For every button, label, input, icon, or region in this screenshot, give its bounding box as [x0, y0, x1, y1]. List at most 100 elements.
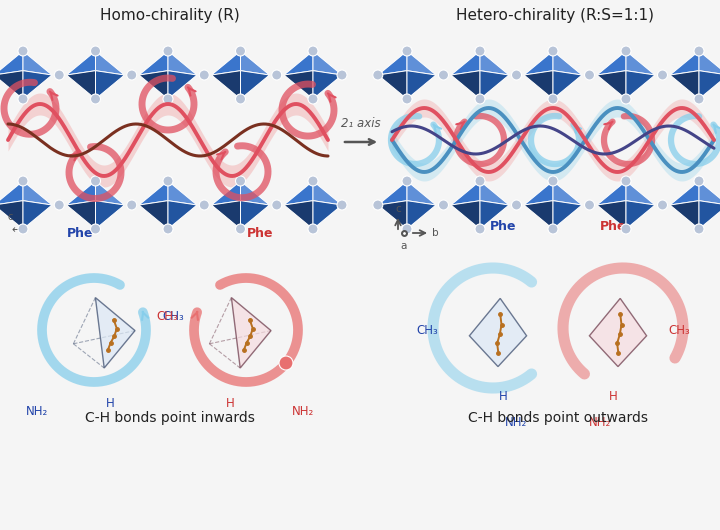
Polygon shape [597, 181, 626, 205]
Polygon shape [168, 201, 197, 229]
Polygon shape [240, 201, 269, 229]
Polygon shape [597, 70, 626, 99]
Polygon shape [451, 201, 480, 229]
Text: c: c [7, 212, 12, 222]
Circle shape [621, 94, 631, 104]
Text: ←b: ←b [12, 225, 28, 235]
Circle shape [694, 176, 704, 186]
Polygon shape [670, 181, 699, 205]
Circle shape [308, 94, 318, 104]
Polygon shape [313, 201, 342, 229]
Polygon shape [553, 70, 582, 99]
Text: a: a [401, 241, 408, 251]
Text: c: c [395, 204, 401, 214]
Text: NH₂: NH₂ [505, 416, 527, 429]
Polygon shape [407, 201, 436, 229]
Polygon shape [96, 201, 125, 229]
Polygon shape [212, 51, 240, 75]
Polygon shape [524, 201, 553, 229]
Polygon shape [553, 181, 582, 205]
Circle shape [235, 224, 246, 234]
Polygon shape [699, 181, 720, 205]
Circle shape [127, 70, 137, 80]
Circle shape [585, 200, 595, 210]
Polygon shape [66, 70, 96, 99]
Polygon shape [378, 70, 407, 99]
Polygon shape [699, 201, 720, 229]
Polygon shape [480, 201, 509, 229]
Circle shape [402, 224, 412, 234]
Text: b: b [432, 228, 438, 238]
Polygon shape [699, 51, 720, 75]
Polygon shape [524, 51, 553, 75]
Circle shape [91, 224, 101, 234]
Circle shape [373, 200, 383, 210]
Circle shape [271, 200, 282, 210]
Polygon shape [139, 51, 168, 75]
Text: Phe: Phe [67, 227, 94, 240]
Circle shape [279, 356, 293, 370]
Polygon shape [469, 298, 526, 367]
Circle shape [18, 224, 28, 234]
Polygon shape [66, 181, 96, 205]
Polygon shape [407, 181, 436, 205]
Polygon shape [480, 181, 509, 205]
Circle shape [337, 70, 347, 80]
Circle shape [402, 176, 412, 186]
Polygon shape [313, 70, 342, 99]
Circle shape [235, 46, 246, 56]
Polygon shape [590, 298, 647, 367]
Text: Homo-chirality (R): Homo-chirality (R) [100, 8, 240, 23]
Text: CH₃: CH₃ [162, 311, 184, 323]
Polygon shape [524, 181, 553, 205]
Polygon shape [96, 51, 125, 75]
Circle shape [694, 94, 704, 104]
Circle shape [694, 46, 704, 56]
Text: Hetero-chirality (R:S=1:1): Hetero-chirality (R:S=1:1) [456, 8, 654, 23]
Polygon shape [139, 181, 168, 205]
Polygon shape [96, 70, 125, 99]
Circle shape [548, 224, 558, 234]
Circle shape [308, 176, 318, 186]
Polygon shape [23, 181, 52, 205]
Text: Phe: Phe [490, 220, 516, 233]
Circle shape [585, 70, 595, 80]
Polygon shape [0, 70, 23, 99]
Polygon shape [240, 51, 269, 75]
Circle shape [402, 94, 412, 104]
Polygon shape [407, 70, 436, 99]
Polygon shape [23, 51, 52, 75]
Circle shape [475, 46, 485, 56]
Circle shape [511, 200, 521, 210]
Circle shape [694, 224, 704, 234]
Polygon shape [212, 70, 240, 99]
Circle shape [235, 94, 246, 104]
Circle shape [621, 46, 631, 56]
Circle shape [18, 46, 28, 56]
Polygon shape [553, 51, 582, 75]
Circle shape [657, 200, 667, 210]
Polygon shape [168, 181, 197, 205]
Circle shape [548, 94, 558, 104]
Circle shape [548, 176, 558, 186]
Polygon shape [670, 51, 699, 75]
Polygon shape [0, 181, 23, 205]
Polygon shape [23, 70, 52, 99]
Text: 2₁ axis: 2₁ axis [341, 117, 381, 130]
Circle shape [163, 46, 173, 56]
Text: C-H bonds point inwards: C-H bonds point inwards [85, 411, 255, 425]
Polygon shape [284, 181, 313, 205]
Text: CH₃: CH₃ [156, 311, 178, 323]
Polygon shape [212, 181, 240, 205]
Circle shape [308, 46, 318, 56]
Polygon shape [313, 51, 342, 75]
Circle shape [91, 176, 101, 186]
Polygon shape [451, 70, 480, 99]
Circle shape [308, 224, 318, 234]
Text: C-H bonds point outwards: C-H bonds point outwards [468, 411, 648, 425]
Text: CH₃: CH₃ [416, 323, 438, 337]
Polygon shape [139, 201, 168, 229]
Circle shape [621, 176, 631, 186]
Circle shape [18, 176, 28, 186]
Circle shape [337, 200, 347, 210]
